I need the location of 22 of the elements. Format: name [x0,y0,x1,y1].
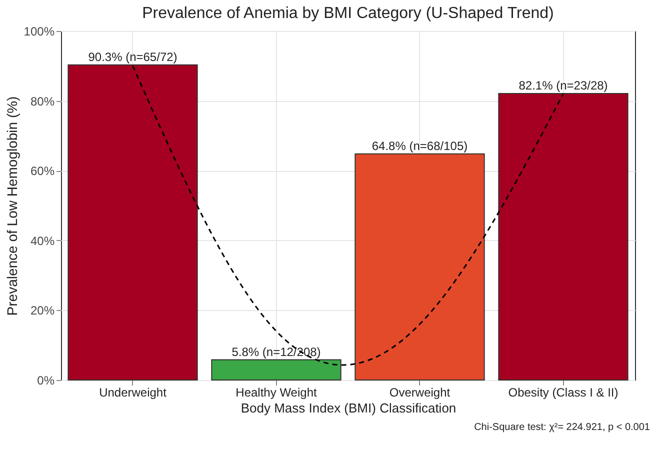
data-label: 5.8% (n=12/208) [232,344,321,359]
bar [68,64,198,380]
bar [354,153,485,380]
y-tick-label: 40% [30,234,55,248]
y-tick-label: 0% [37,374,55,388]
data-label: 90.3% (n=65/72) [88,50,178,64]
text: Chi-Square test: χ²= 224.921, p < 0.001 [473,422,650,434]
bar [211,359,342,380]
x-axis-title: Body Mass Index (BMI) Classification [240,400,456,416]
y-tick-label: 20% [30,304,55,318]
y-tick-label: 100% [24,24,55,38]
chart-title: Prevalence of Anemia by BMI Category (U-Shaped Trend) [142,5,554,22]
x-tick-label: Overweight [389,386,451,400]
data-label: 82.1% (n=23/28) [518,78,608,92]
y-tick-label: 60% [30,164,55,178]
y-tick-label: 80% [30,94,55,108]
x-tick-label: Obesity (Class I & II) [508,386,618,400]
x-tick-label: Underweight [99,386,168,400]
y-axis-title: Prevalence of Low Hemoglobin (%) [4,96,20,316]
data-label: 64.8% (n=68/105) [372,138,468,153]
bar [498,92,628,380]
x-tick-label: Healthy Weight [236,386,318,400]
